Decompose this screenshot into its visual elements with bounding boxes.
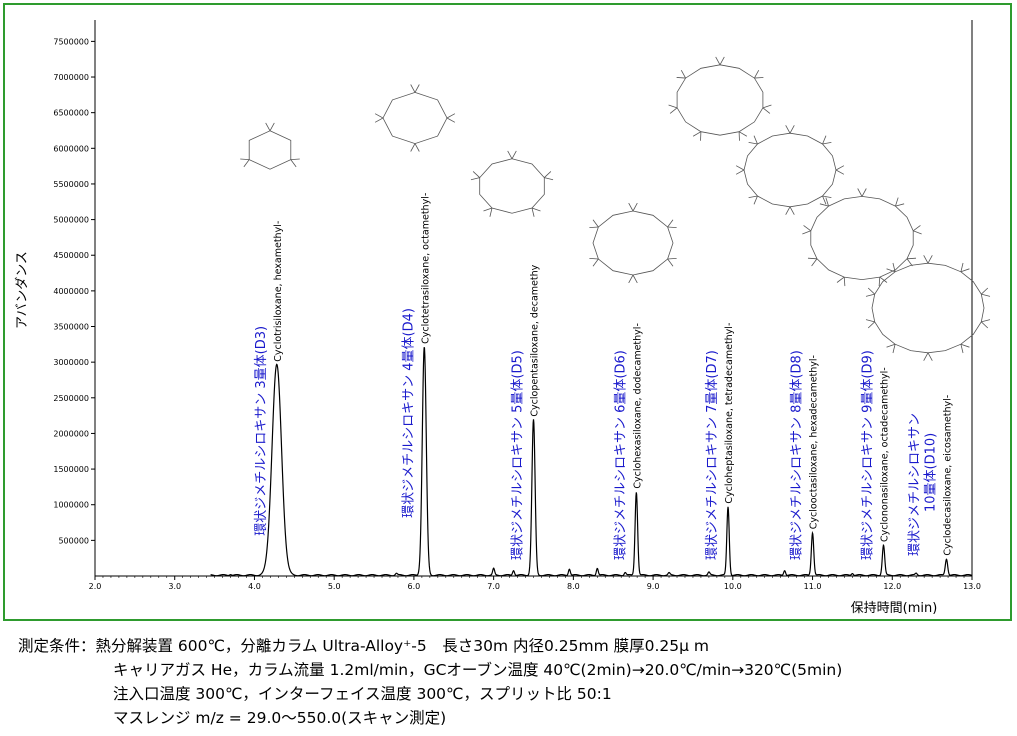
y-tick-label: 5500000 [53, 180, 89, 189]
chromatogram-trace [210, 346, 973, 577]
measurement-conditions: 測定条件：熱分解装置 600℃，分離カラム Ultra-Alloy⁺-5 長さ3… [18, 634, 1008, 730]
siloxane-ring-structure [470, 150, 554, 217]
y-tick-label: 5000000 [53, 216, 89, 225]
peak-english-label: Cycloheptasiloxane, tetradecamethyl- [724, 323, 735, 504]
conditions-line-4: マスレンジ m/z = 29.0～550.0(スキャン測定) [113, 709, 447, 727]
peak-annotation: Cyclodecasiloxane, eicosamethyl- 環状ジメチルシロ… [907, 395, 953, 556]
peak-english-label: Cyclooctasiloxane, hexadecamethyl- [809, 355, 820, 529]
conditions-line-2: キャリアガス He，カラム流量 1.2ml/min，GCオーブン温度 40℃(2… [113, 661, 843, 679]
siloxane-ring-structure [240, 122, 300, 170]
x-tick-label: 4.0 [248, 582, 261, 591]
conditions-line-1: 測定条件：熱分解装置 600℃，分離カラム Ultra-Alloy⁺-5 長さ3… [18, 637, 710, 655]
peak-annotation: Cyclotetrasiloxane, octamethyl- 環状ジメチルシロキ… [401, 193, 431, 518]
x-tick-label: 7.0 [487, 582, 500, 591]
siloxane-ring-structure [802, 188, 922, 287]
peak-english-label: Cyclononasiloxane, octadecamethyl- [880, 367, 891, 542]
peak-annotation: Cyclononasiloxane, octadecamethyl- 環状ジメチル… [861, 350, 891, 560]
chromatogram-chart: 500000 1000000 1500000 2000000 2500000 300000… [15, 20, 991, 616]
peak-english-label: Cyclotrisiloxane, hexamethyl- [273, 221, 284, 362]
peak-annotation: Cyclohexasiloxane, dodecamethyl- 環状ジメチルシロ… [613, 323, 643, 560]
peak-japanese-label: 環状ジメチルシロキサン [907, 413, 922, 556]
siloxane-ring-structure [374, 84, 456, 152]
siloxane-ring-structure [589, 202, 677, 284]
y-tick-label: 3000000 [53, 358, 89, 367]
x-tick-label: 3.0 [168, 582, 181, 591]
peak-english-label: Cyclohexasiloxane, dodecamethyl- [632, 323, 643, 488]
x-tick-label: 6.0 [408, 582, 421, 591]
y-tick-label: 2500000 [53, 394, 89, 403]
x-tick-label: 9.0 [647, 582, 660, 591]
peak-annotation: Cyclopentasiloxane, decamethy 環状ジメチルシロキサン… [511, 264, 541, 560]
peak-japanese-label: 環状ジメチルシロキサン 7量体(D7) [705, 350, 720, 560]
peak-japanese-label: 環状ジメチルシロキサン 5量体(D5) [511, 350, 526, 560]
x-tick-label: 2.0 [89, 582, 102, 591]
peak-japanese-label: 環状ジメチルシロキサン 9量体(D9) [861, 350, 876, 560]
siloxane-ring-structure [668, 56, 772, 141]
peak-japanese-label: 環状ジメチルシロキサン 6量体(D6) [613, 350, 628, 560]
peak-japanese-label: 環状ジメチルシロキサン 8量体(D8) [790, 350, 805, 560]
peak-japanese-label: 環状ジメチルシロキサン 4量体(D4) [401, 308, 416, 518]
x-tick-label: 5.0 [328, 582, 341, 591]
y-tick-label: 2000000 [53, 429, 89, 438]
siloxane-ring-structure [865, 255, 991, 361]
y-ticks: 500000 1000000 1500000 2000000 2500000 300000… [53, 37, 95, 545]
peak-annotation: Cyclooctasiloxane, hexadecamethyl- 環状ジメチル… [790, 350, 820, 560]
peak-japanese-label: 環状ジメチルシロキサン 3量体(D3) [254, 326, 269, 536]
y-tick-label: 1000000 [53, 501, 89, 510]
y-tick-label: 6500000 [53, 109, 89, 118]
peak-japanese-label: 10量体(D10) [923, 433, 938, 512]
y-tick-label: 7500000 [53, 37, 89, 46]
x-axis-label: 保持時間(min) [851, 601, 938, 616]
y-tick-label: 3500000 [53, 323, 89, 332]
x-tick-label: 10.0 [724, 582, 742, 591]
x-tick-label: 8.0 [567, 582, 580, 591]
peak-labels: Cyclotrisiloxane, hexamethyl- 環状ジメチルシロキサン… [254, 193, 954, 560]
peak-english-label: Cyclopentasiloxane, decamethy [530, 264, 541, 416]
x-tick-label: 11.0 [804, 582, 822, 591]
peak-annotation: Cycloheptasiloxane, tetradecamethyl- 環状ジメ… [705, 323, 735, 560]
y-tick-label: 4500000 [53, 251, 89, 260]
conditions-line-3: 注入口温度 300℃，インターフェイス温度 300℃，スプリット比 50:1 [113, 685, 612, 703]
y-tick-label: 4000000 [53, 287, 89, 296]
molecule-structures [240, 56, 991, 361]
siloxane-ring-structure [735, 125, 845, 215]
x-tick-label: 13.0 [963, 582, 981, 591]
y-tick-label: 6000000 [53, 144, 89, 153]
y-axis-label: アバンダンス [15, 251, 30, 329]
y-tick-label: 500000 [58, 536, 89, 545]
x-ticks: 2.0 3.0 4.0 5.0 6.0 7.0 8.0 9.0 10.0 11.0 12.0 13.0 [89, 576, 981, 591]
y-tick-label: 1500000 [53, 465, 89, 474]
chart-frame [3, 3, 1012, 621]
peak-english-label: Cyclodecasiloxane, eicosamethyl- [942, 395, 953, 556]
peak-english-label: Cyclotetrasiloxane, octamethyl- [420, 193, 431, 344]
y-tick-label: 7000000 [53, 73, 89, 82]
x-tick-label: 12.0 [883, 582, 901, 591]
peak-annotation: Cyclotrisiloxane, hexamethyl- 環状ジメチルシロキサン… [254, 221, 284, 536]
